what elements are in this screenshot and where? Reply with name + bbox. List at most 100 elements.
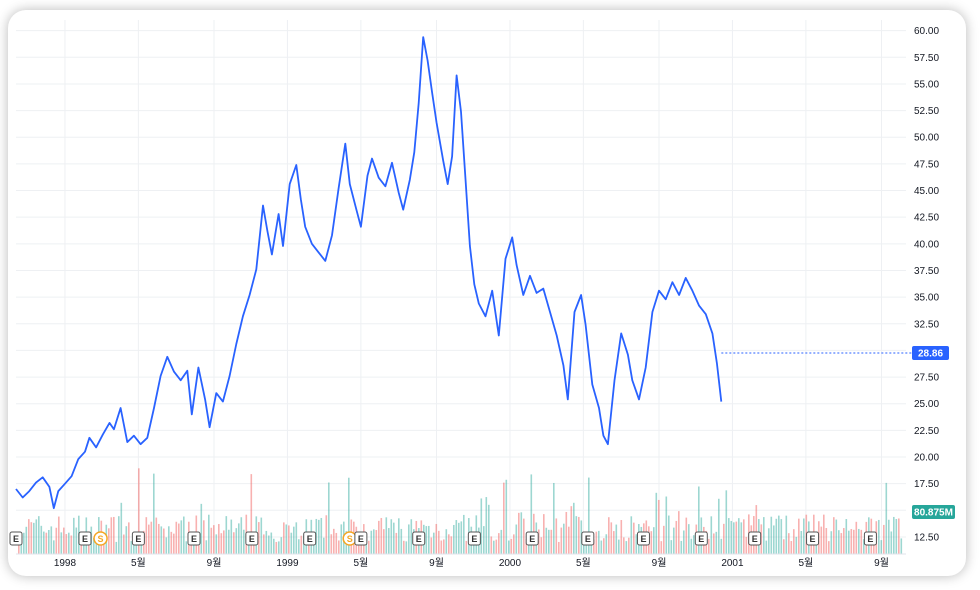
- volume-bar: [145, 517, 148, 554]
- volume-bar: [118, 516, 120, 554]
- volume-bar: [523, 518, 525, 554]
- volume-bar: [203, 520, 205, 554]
- volume-bar: [453, 524, 455, 554]
- earnings-marker[interactable]: E: [354, 531, 368, 546]
- volume-bar: [505, 479, 508, 554]
- volume-bar: [605, 534, 608, 554]
- volume-bar: [790, 541, 793, 554]
- volume-bar: [485, 497, 488, 554]
- volume-bar: [463, 514, 465, 554]
- earnings-marker[interactable]: E: [9, 531, 23, 546]
- volume-bar: [185, 541, 188, 554]
- volume-bar: [300, 535, 303, 554]
- earnings-marker-label: E: [640, 534, 646, 544]
- volume-bar: [390, 519, 393, 554]
- volume-bar: [815, 540, 818, 554]
- volume-bar: [340, 524, 343, 554]
- volume-bar: [893, 516, 895, 554]
- earnings-marker[interactable]: E: [412, 531, 426, 546]
- volume-bar: [890, 531, 893, 554]
- earnings-marker-label: E: [307, 534, 313, 544]
- volume-bar: [443, 539, 445, 554]
- volume-bar: [755, 505, 758, 554]
- volume-bar: [303, 535, 305, 554]
- earnings-marker-box: [131, 531, 145, 546]
- volume-bar: [333, 528, 335, 554]
- volume-bar: [218, 524, 220, 554]
- split-marker[interactable]: S: [93, 531, 108, 546]
- volume-bar: [830, 531, 833, 554]
- split-marker-label: S: [98, 534, 104, 544]
- volume-bar: [438, 530, 440, 554]
- volume-bar: [458, 522, 460, 554]
- volume-bar: [150, 521, 153, 554]
- earnings-marker[interactable]: E: [806, 531, 820, 546]
- earnings-marker[interactable]: E: [131, 531, 145, 546]
- earnings-marker[interactable]: E: [245, 531, 259, 546]
- volume-bar: [720, 538, 723, 554]
- volume-bar: [250, 474, 253, 554]
- volume-bar: [448, 534, 450, 554]
- volume-bar: [803, 518, 805, 554]
- volume-bar: [230, 519, 233, 554]
- earnings-marker[interactable]: E: [636, 531, 650, 546]
- volume-bar: [200, 503, 203, 554]
- volume-bar: [778, 515, 780, 554]
- split-marker-circle: [93, 531, 108, 546]
- volume-bar: [718, 498, 720, 554]
- earnings-marker-box: [694, 531, 708, 546]
- volume-bar: [280, 537, 283, 554]
- earnings-marker-box: [187, 531, 201, 546]
- volume-bar: [258, 522, 260, 554]
- volume-bar: [595, 531, 598, 554]
- volume-bar: [233, 532, 235, 554]
- volume-bar: [825, 528, 828, 554]
- earnings-marker[interactable]: E: [863, 531, 877, 546]
- earnings-marker-label: E: [867, 534, 873, 544]
- volume-bar: [723, 523, 725, 554]
- volume-bar: [88, 539, 90, 554]
- y-tick-label: 52.50: [914, 106, 939, 117]
- volume-bar: [315, 518, 318, 554]
- earnings-marker[interactable]: E: [748, 531, 762, 546]
- volume-bar: [538, 529, 540, 554]
- volume-bar: [28, 519, 30, 554]
- volume-bar: [843, 528, 845, 554]
- earnings-marker[interactable]: E: [694, 531, 708, 546]
- volume-bar: [288, 525, 290, 554]
- x-tick-label: 2000: [499, 558, 522, 569]
- earnings-marker-label: E: [585, 534, 591, 544]
- earnings-marker[interactable]: E: [467, 531, 481, 546]
- earnings-marker[interactable]: E: [78, 531, 92, 546]
- volume-bar: [388, 528, 390, 554]
- earnings-marker[interactable]: E: [581, 531, 595, 546]
- volume-bar: [398, 518, 400, 554]
- volume-bar: [558, 541, 560, 554]
- volume-bar: [30, 522, 33, 554]
- volume-bar: [208, 514, 210, 554]
- earnings-marker-label: E: [529, 534, 535, 544]
- volume-bar: [63, 527, 65, 554]
- earnings-marker[interactable]: E: [525, 531, 539, 546]
- x-tick-label: 1998: [54, 558, 77, 569]
- volume-bar: [93, 537, 95, 554]
- earnings-marker[interactable]: E: [303, 531, 317, 546]
- volume-bar: [95, 538, 98, 554]
- volume-bar: [370, 530, 373, 554]
- volume-bar: [518, 512, 520, 554]
- earnings-marker[interactable]: E: [187, 531, 201, 546]
- price-chart[interactable]: 60.00 57.50 55.00 52.50 50.00 47.50 45.00 42.50…: [8, 10, 966, 576]
- volume-bar: [395, 532, 398, 554]
- volume-bar: [293, 526, 295, 554]
- volume-bar: [578, 516, 580, 554]
- volume-bar: [795, 536, 798, 554]
- volume-bar: [665, 496, 668, 554]
- split-marker[interactable]: S: [342, 531, 357, 546]
- volume-bar: [725, 490, 728, 554]
- volume-bar: [33, 522, 35, 554]
- earnings-marker-box: [806, 531, 820, 546]
- volume-bar: [348, 477, 350, 554]
- volume-bar: [60, 532, 63, 554]
- volume-bar: [688, 524, 690, 554]
